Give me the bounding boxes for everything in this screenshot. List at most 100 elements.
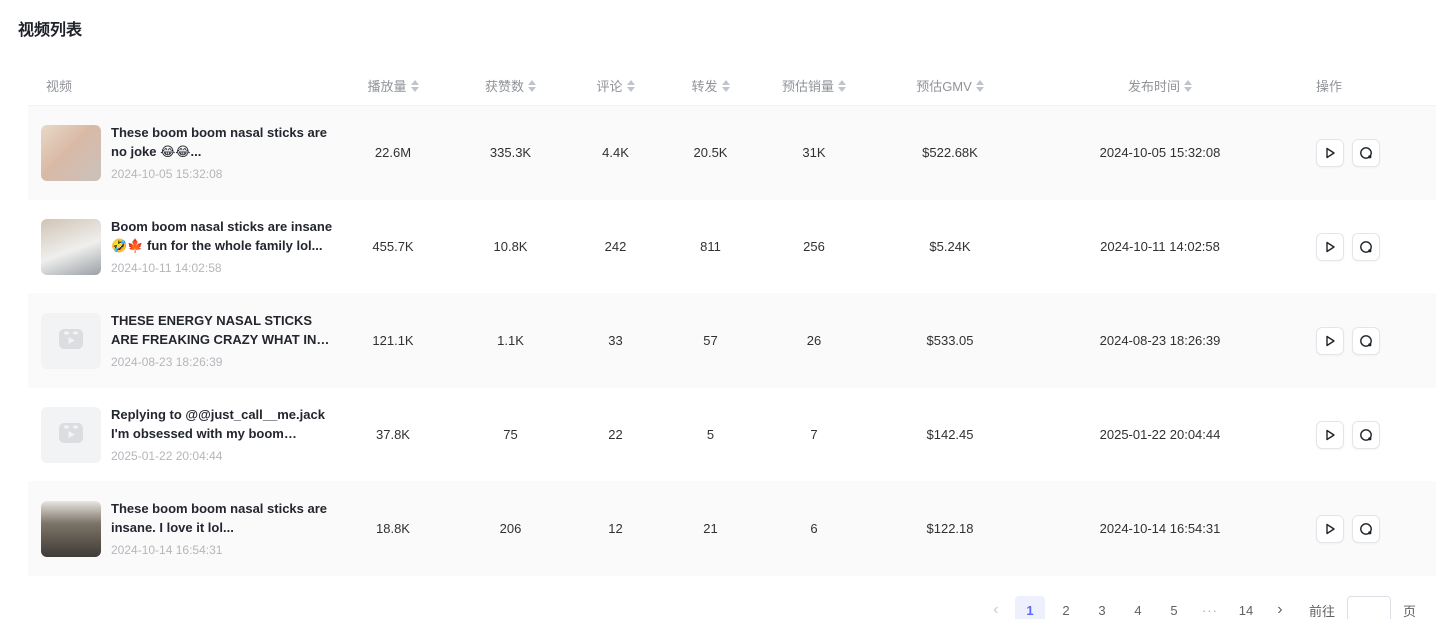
column-header-gmv: 预估GMV — [870, 76, 1030, 95]
video-title[interactable]: Boom boom nasal sticks are insane 🤣🍁 fun… — [111, 219, 333, 253]
video-title[interactable]: These boom boom nasal sticks are insane.… — [111, 501, 328, 535]
publish-time-value: 2024-10-05 15:32:08 — [1099, 145, 1221, 160]
video-info: Boom boom nasal sticks are insane 🤣🍁 fun… — [111, 218, 333, 275]
publish-time-value: 2025-01-22 20:04:44 — [1099, 427, 1221, 442]
table-row: Boom boom nasal sticks are insane 🤣🍁 fun… — [28, 200, 1436, 294]
gmv-value: $122.18 — [926, 521, 974, 536]
column-label: 播放量 — [367, 79, 407, 94]
creator-profile-button[interactable] — [1352, 232, 1380, 261]
page-button-2[interactable]: 2 — [1051, 596, 1081, 619]
play-icon — [1323, 522, 1337, 536]
goto-page-input[interactable] — [1346, 596, 1391, 619]
video-thumbnail-placeholder[interactable] — [41, 312, 101, 369]
user-circle-icon — [1359, 428, 1373, 442]
video-thumbnail[interactable] — [41, 124, 101, 181]
creator-profile-button[interactable] — [1352, 514, 1380, 543]
sales-value: 31K — [802, 145, 826, 160]
shares-value: 20.5K — [693, 145, 728, 160]
comments-value: 242 — [604, 239, 627, 254]
sort-icon[interactable] — [1184, 79, 1192, 92]
video-cell: These boom boom nasal sticks are insane.… — [28, 500, 333, 557]
gmv-value: $5.24K — [929, 239, 971, 254]
page-button-3[interactable]: 3 — [1087, 596, 1117, 619]
plays-value: 121.1K — [372, 333, 414, 348]
actions-cell — [1290, 514, 1436, 543]
play-video-button[interactable] — [1316, 514, 1344, 543]
plays-value: 18.8K — [376, 521, 410, 536]
actions-cell — [1290, 232, 1436, 261]
play-icon — [1323, 240, 1337, 254]
video-title[interactable]: THESE ENERGY NASAL STICKS ARE FREAKING C… — [111, 313, 317, 347]
video-thumbnail[interactable] — [41, 218, 101, 275]
video-title[interactable]: These boom boom nasal sticks are no joke… — [111, 125, 328, 159]
actions-cell — [1290, 420, 1436, 449]
video-placeholder-icon — [58, 328, 84, 353]
page-button-5[interactable]: 5 — [1159, 596, 1189, 619]
likes-value: 75 — [503, 427, 518, 442]
creator-profile-button[interactable] — [1352, 420, 1380, 449]
table-row: THESE ENERGY NASAL STICKS ARE FREAKING C… — [28, 294, 1436, 388]
column-label: 评论 — [596, 79, 623, 94]
sort-icon[interactable] — [410, 79, 419, 92]
plays-value: 22.6M — [374, 145, 412, 160]
video-title[interactable]: Replying to @@just_call__me.jack I'm obs… — [111, 407, 325, 441]
column-header-publish-time: 发布时间 — [1030, 76, 1290, 95]
sort-icon[interactable] — [838, 79, 846, 92]
sort-icon[interactable] — [975, 79, 984, 92]
likes-value: 10.8K — [493, 239, 528, 254]
video-date: 2024-08-23 18:26:39 — [111, 354, 223, 369]
video-info: These boom boom nasal sticks are insane.… — [111, 500, 333, 557]
more-pages-icon[interactable]: ··· — [1195, 596, 1225, 619]
video-thumbnail[interactable] — [41, 500, 101, 557]
prev-page-button[interactable]: ‹ — [983, 596, 1009, 619]
sort-icon[interactable] — [528, 79, 536, 92]
table-header-row: 视频 播放量 获赞数 评论 转发 预估销量 预 — [28, 66, 1436, 106]
creator-profile-button[interactable] — [1352, 138, 1380, 167]
page-button-14[interactable]: 14 — [1231, 596, 1261, 619]
video-date: 2024-10-05 15:32:08 — [111, 166, 223, 181]
sort-icon[interactable] — [721, 79, 730, 92]
video-thumbnail-placeholder[interactable] — [41, 406, 101, 463]
column-label: 发布时间 — [1127, 79, 1180, 94]
sales-value: 26 — [806, 333, 822, 348]
page-unit-label: 页 — [1402, 603, 1416, 619]
video-date: 2024-10-11 14:02:58 — [111, 260, 222, 275]
sort-icon[interactable] — [626, 79, 635, 92]
next-page-button[interactable]: › — [1267, 596, 1293, 619]
page-button-1[interactable]: 1 — [1014, 596, 1045, 619]
shares-value: 5 — [706, 427, 715, 442]
column-header-video: 视频 — [28, 76, 333, 95]
play-video-button[interactable] — [1316, 420, 1344, 449]
comments-value: 22 — [608, 427, 623, 442]
play-video-button[interactable] — [1316, 138, 1344, 167]
gmv-value: $142.45 — [926, 427, 974, 442]
play-video-button[interactable] — [1316, 232, 1344, 261]
comments-value: 12 — [608, 521, 623, 536]
table-row: Replying to @@just_call__me.jack I'm obs… — [28, 388, 1436, 482]
shares-value: 811 — [700, 239, 721, 254]
page-title: 视频列表 — [18, 22, 83, 39]
play-icon — [1323, 146, 1337, 160]
shares-value: 57 — [703, 333, 718, 348]
publish-time-value: 2024-08-23 18:26:39 — [1099, 333, 1221, 348]
video-info: These boom boom nasal sticks are no joke… — [111, 124, 333, 181]
video-cell: Replying to @@just_call__me.jack I'm obs… — [28, 406, 333, 463]
page-button-4[interactable]: 4 — [1123, 596, 1153, 619]
user-circle-icon — [1359, 522, 1373, 536]
likes-value: 335.3K — [489, 145, 532, 160]
play-video-button[interactable] — [1316, 326, 1344, 355]
goto-label: 前往 — [1308, 603, 1335, 619]
creator-profile-button[interactable] — [1352, 326, 1380, 355]
comments-value: 4.4K — [602, 145, 629, 160]
publish-time-value: 2024-10-11 14:02:58 — [1100, 239, 1220, 254]
column-header-sales: 预估销量 — [758, 76, 870, 95]
video-info: THESE ENERGY NASAL STICKS ARE FREAKING C… — [111, 312, 333, 369]
plays-value: 37.8K — [376, 427, 410, 442]
column-header-shares: 转发 — [663, 76, 758, 95]
column-header-likes: 获赞数 — [453, 76, 568, 95]
actions-cell — [1290, 138, 1436, 167]
likes-value: 1.1K — [497, 333, 524, 348]
user-circle-icon — [1359, 240, 1373, 254]
video-date: 2024-10-14 16:54:31 — [111, 542, 223, 557]
sales-value: 6 — [810, 521, 818, 536]
